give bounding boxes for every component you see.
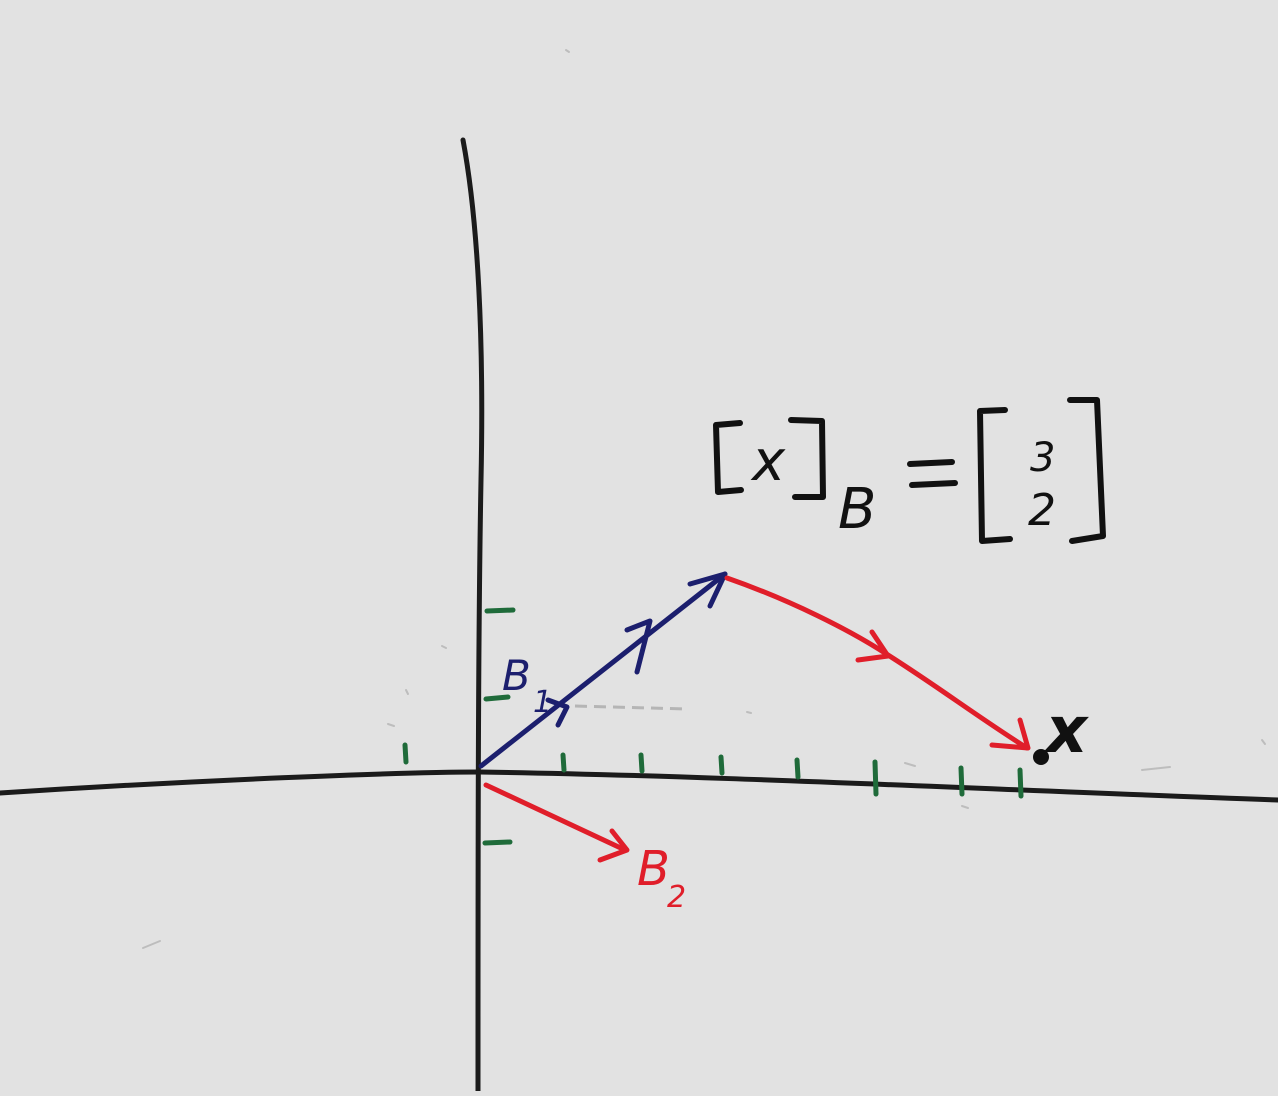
equation-text: x B 3 2 xyxy=(750,429,1056,542)
x-tick-4 xyxy=(794,757,801,780)
x-tick-6 xyxy=(958,765,965,797)
b1-chain-line xyxy=(478,571,728,769)
rhs-left-bracket xyxy=(977,407,1013,544)
target-point-dot xyxy=(1033,749,1049,765)
rhs-right-bracket xyxy=(1067,397,1106,544)
b1-label-subscript: 1 xyxy=(533,685,552,720)
equals-sign-top xyxy=(907,459,955,467)
b2-label-subscript: 2 xyxy=(667,880,686,915)
tick-marks xyxy=(402,607,1024,846)
b2-label-letter: B xyxy=(637,841,670,897)
x-tick-1 xyxy=(560,752,567,773)
coefficient-top: 3 xyxy=(1030,435,1055,481)
dashed-guide-line xyxy=(574,704,689,711)
b1-arrowhead-2 xyxy=(624,618,653,675)
b2-label: B 2 xyxy=(637,841,686,915)
lhs-vector: x xyxy=(750,429,786,494)
b1-arrowhead-3 xyxy=(687,571,728,609)
basis-vector-b2 xyxy=(483,782,630,863)
b2-chain-line xyxy=(724,575,1030,751)
y-tick-neg-1 xyxy=(482,839,513,846)
equals-sign-bottom xyxy=(909,480,958,488)
y-axis xyxy=(460,137,485,1094)
axes xyxy=(0,137,1278,1094)
coefficient-bottom: 2 xyxy=(1028,485,1056,536)
y-tick-1 xyxy=(483,694,511,702)
x-tick-neg-1 xyxy=(402,742,409,765)
y-tick-2 xyxy=(484,607,516,614)
b2-chain-arrowhead-1 xyxy=(855,629,891,663)
x-tick-2 xyxy=(638,752,645,774)
x-tick-7 xyxy=(1017,767,1024,799)
b2-arrowhead xyxy=(597,828,630,863)
b1-arrowhead-1 xyxy=(545,697,570,728)
scaled-b2-chain xyxy=(724,575,1031,751)
basis-vector-b1-chain xyxy=(478,571,728,769)
x-axis xyxy=(0,769,1278,803)
lhs-left-bracket xyxy=(713,420,744,495)
b2-chain-arrowhead-2 xyxy=(989,717,1031,751)
x-tick-5 xyxy=(872,759,879,797)
b1-label-letter: B xyxy=(502,651,531,700)
lhs-subscript: B xyxy=(838,477,876,542)
lhs-right-bracket xyxy=(788,417,826,500)
faint-marks xyxy=(142,49,1266,949)
b2-line xyxy=(483,782,628,853)
coordinate-equation xyxy=(713,397,1106,544)
target-point-label: x xyxy=(1043,694,1089,768)
x-tick-3 xyxy=(718,754,725,776)
b1-label: B 1 xyxy=(502,651,552,720)
